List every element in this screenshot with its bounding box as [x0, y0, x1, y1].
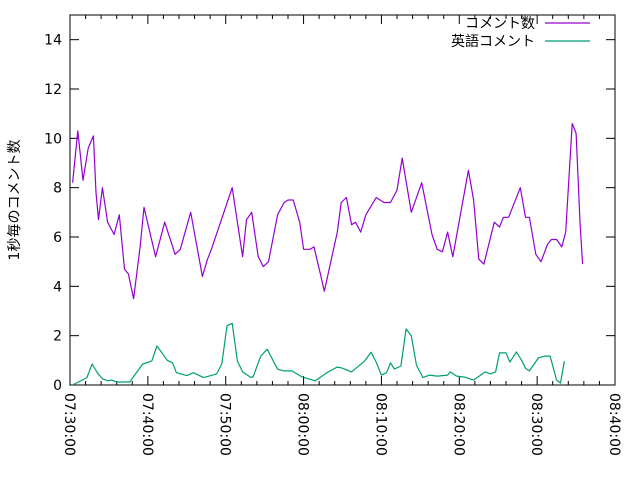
plot-border — [69, 14, 616, 386]
axis-ticks: 0 2 4 6 8 10 12 14 07:30:00 07:40:00 07:50:00 08:00… — [44, 15, 622, 456]
legend-label: 英語コメント — [451, 33, 535, 50]
y-axis-label: 1秒毎のコメント数 — [7, 140, 23, 261]
legend-label: コメント数 — [465, 16, 535, 32]
series-lines — [72, 122, 584, 386]
y-tick-label: 10 — [44, 131, 62, 147]
x-tick-label: 08:40:00 — [606, 393, 622, 456]
y-tick-label: 8 — [53, 181, 62, 197]
x-tick-label: 07:40:00 — [139, 393, 155, 456]
y-tick-label: 4 — [53, 279, 62, 295]
series-line-1 — [72, 322, 565, 386]
x-tick-label: 08:30:00 — [528, 393, 544, 456]
x-tick-label: 08:00:00 — [295, 393, 311, 456]
y-tick-label: 6 — [53, 230, 62, 246]
x-tick-label: 08:10:00 — [372, 393, 388, 456]
x-tick-label: 08:20:00 — [450, 393, 466, 456]
series-line-0 — [72, 122, 584, 300]
y-tick-label: 2 — [53, 329, 62, 345]
x-tick-label: 07:30:00 — [61, 393, 77, 456]
y-tick-label: 12 — [44, 82, 62, 98]
x-tick-label: 07:50:00 — [217, 393, 233, 456]
y-tick-label: 14 — [44, 33, 62, 49]
y-tick-label: 0 — [53, 378, 62, 394]
